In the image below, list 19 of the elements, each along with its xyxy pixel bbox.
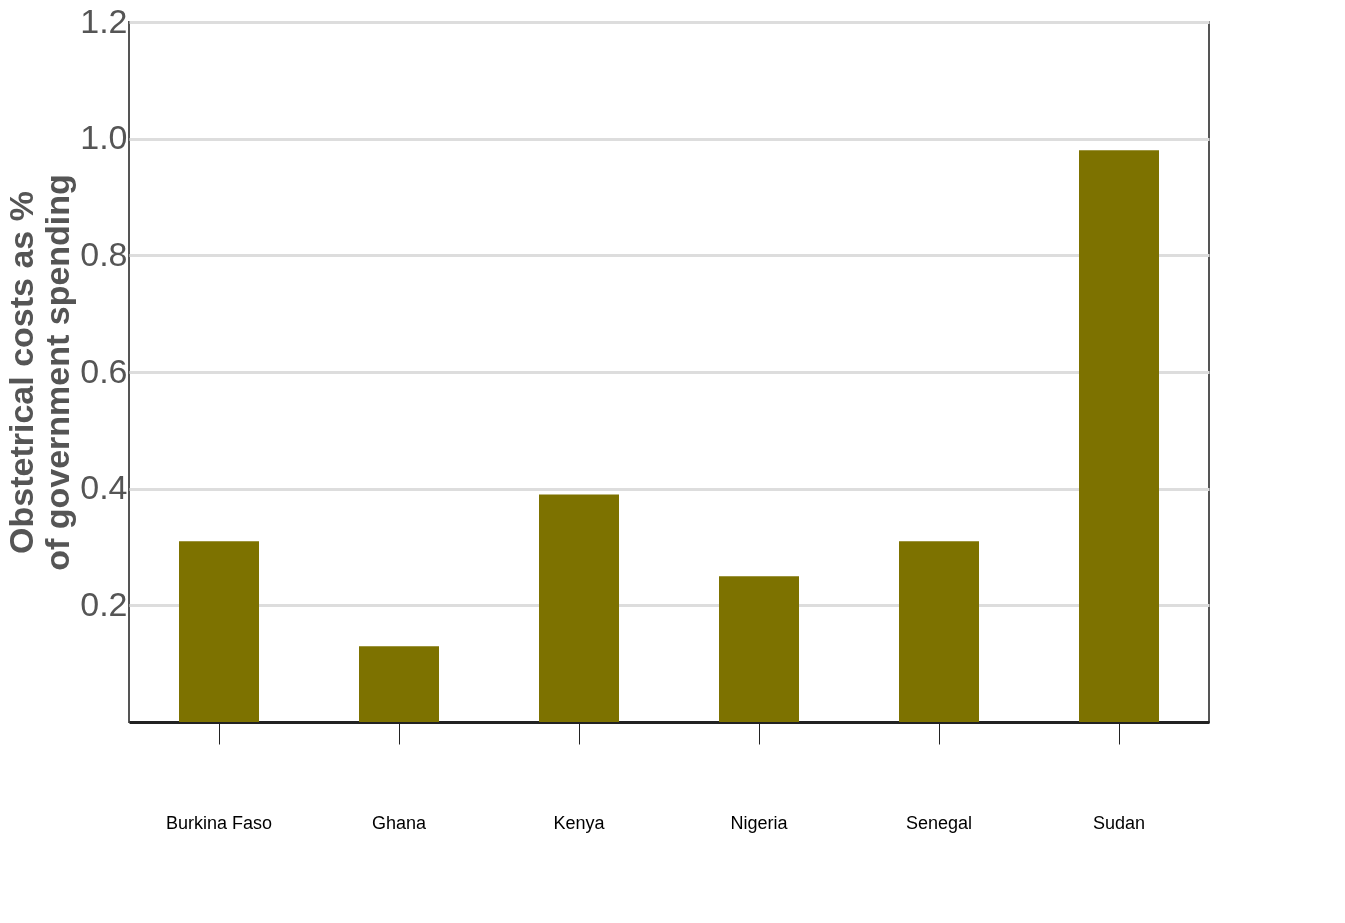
- x-tick-label: Kenya: [553, 812, 606, 833]
- bar: [539, 494, 619, 722]
- bar: [719, 576, 799, 722]
- x-tick-label: Senegal: [905, 812, 973, 833]
- x-tick-label: Burkina Faso: [165, 812, 273, 833]
- bar: [899, 541, 979, 722]
- bar: [359, 646, 439, 722]
- x-tick-label: Sudan: [1092, 812, 1146, 833]
- y-tick-label: 0.4: [80, 468, 128, 507]
- y-axis-title: Obstetrical costs as % of government spending: [2, 174, 77, 571]
- y-tick-label: 1.2: [80, 1, 128, 40]
- bar: [1079, 150, 1159, 722]
- bar: [179, 541, 259, 722]
- x-tick-label: Ghana: [371, 812, 428, 833]
- y-tick-label: 0.2: [80, 584, 128, 623]
- x-tick-label: Nigeria: [730, 812, 789, 833]
- y-tick-label: 1.0: [80, 118, 128, 157]
- y-tick-label: 0.8: [80, 234, 128, 273]
- y-tick-label: 0.6: [80, 351, 128, 390]
